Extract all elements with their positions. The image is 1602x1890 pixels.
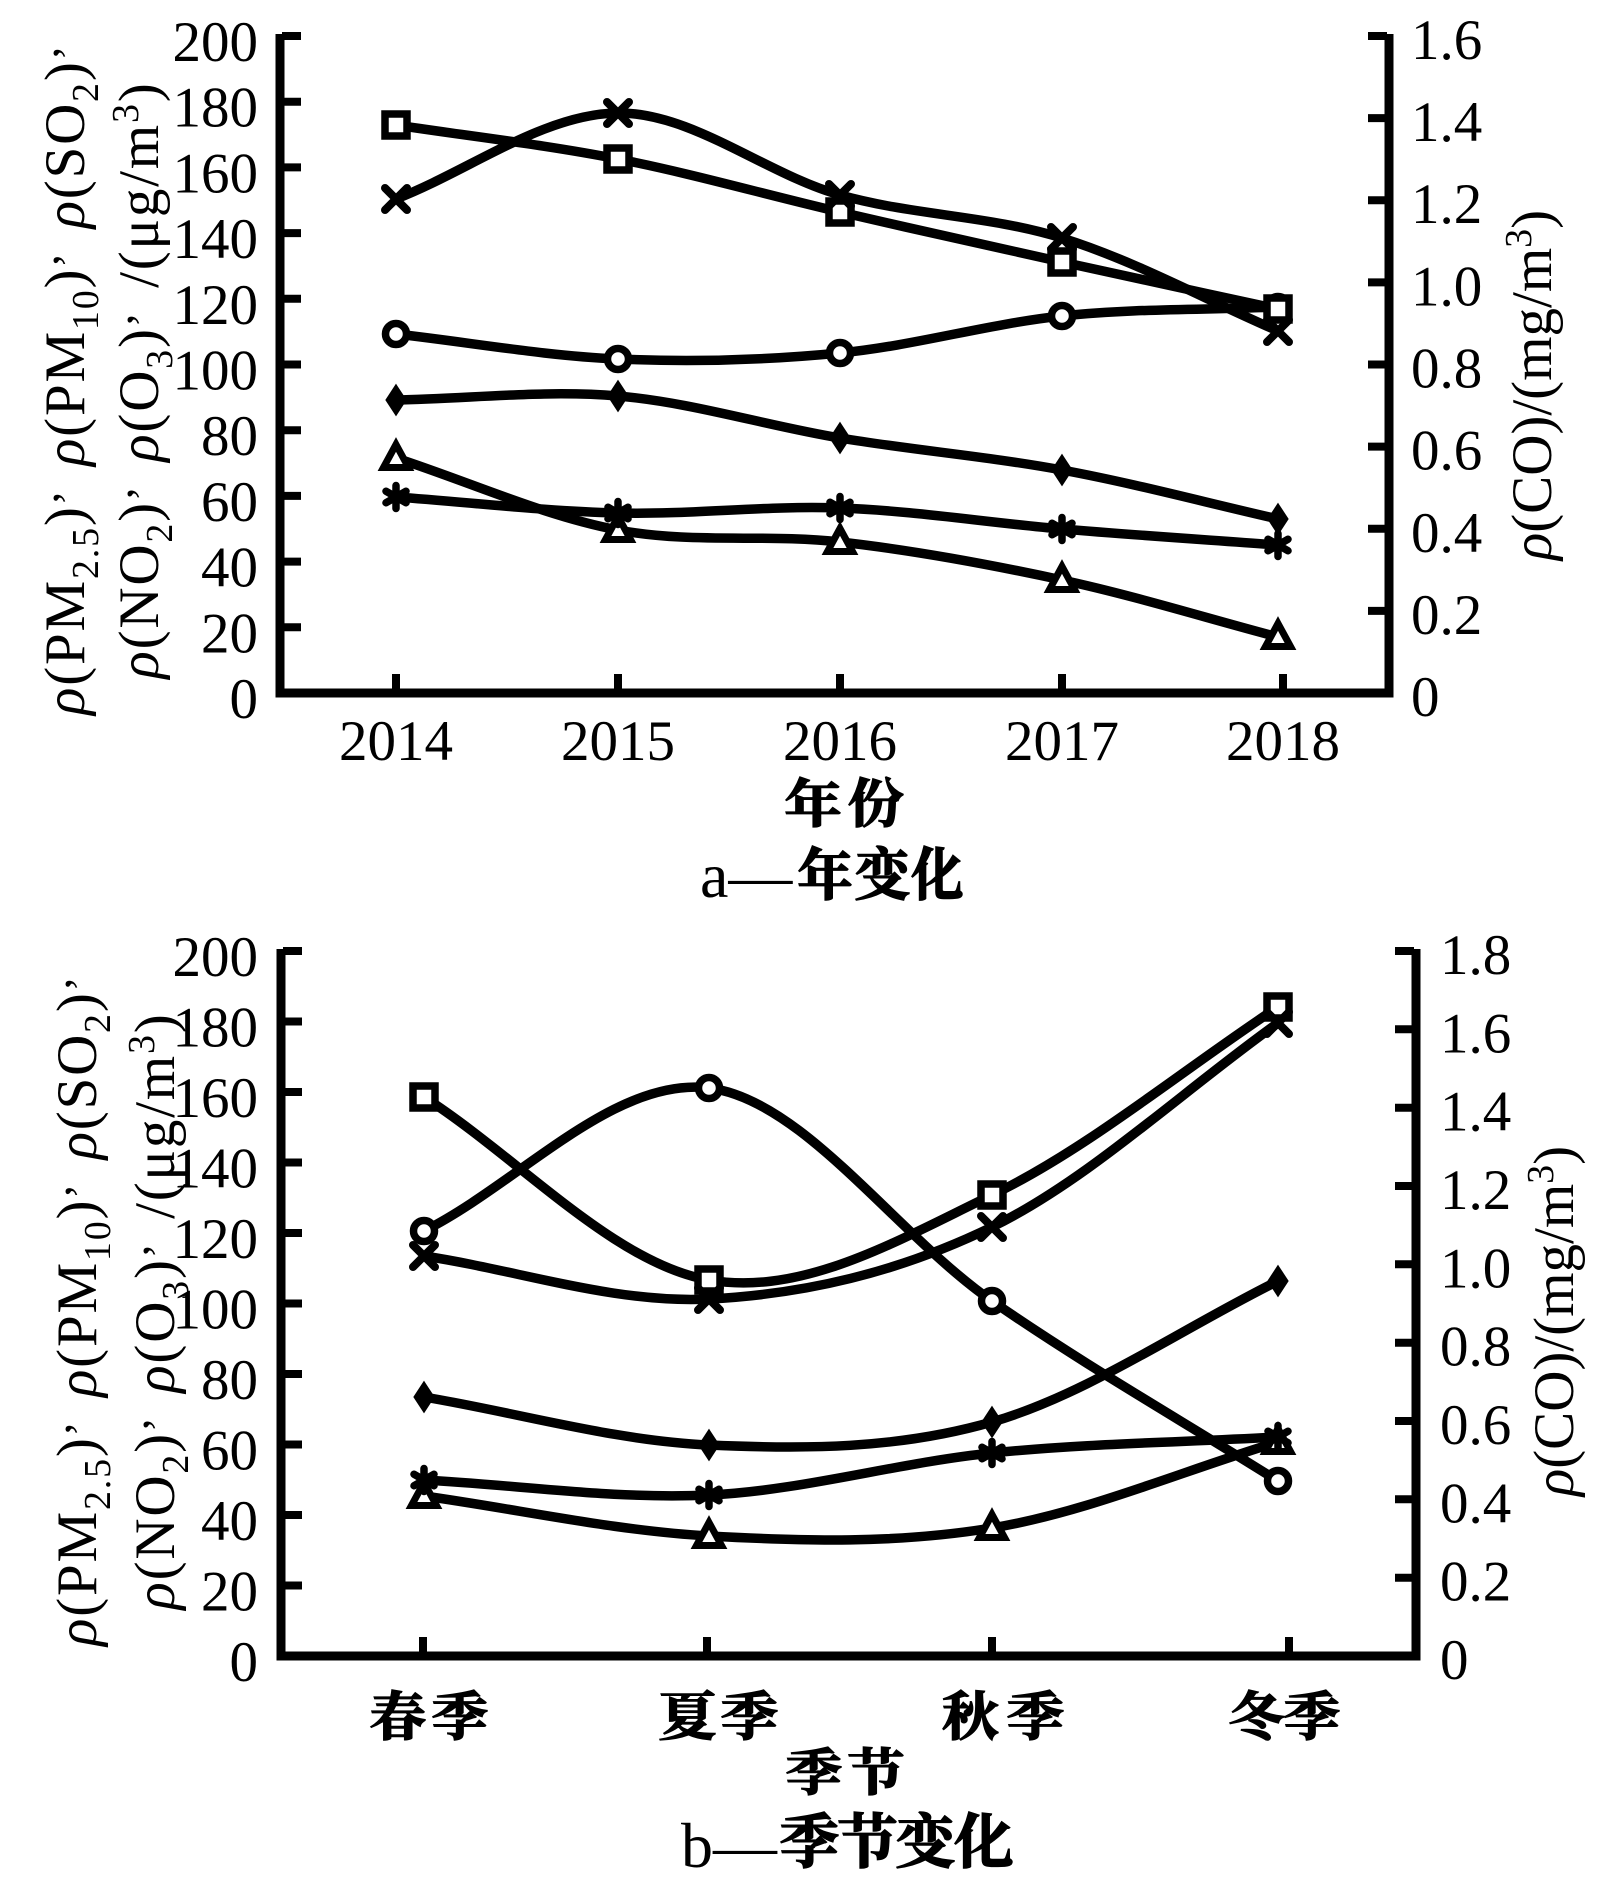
svg-text:0: 0 xyxy=(1411,666,1440,729)
svg-text:0: 0 xyxy=(230,668,259,731)
svg-text:120: 120 xyxy=(173,274,259,337)
svg-text:0.8: 0.8 xyxy=(1440,1316,1511,1379)
svg-text:0.6: 0.6 xyxy=(1440,1394,1511,1457)
svg-text:0.2: 0.2 xyxy=(1440,1551,1511,1614)
svg-text:40: 40 xyxy=(201,1490,258,1553)
svg-text:140: 140 xyxy=(173,208,259,271)
svg-text:1.4: 1.4 xyxy=(1440,1081,1511,1144)
svg-text:0.4: 0.4 xyxy=(1440,1472,1511,1535)
svg-text:0: 0 xyxy=(230,1631,259,1694)
svg-text:1.4: 1.4 xyxy=(1411,91,1482,154)
svg-text:1.2: 1.2 xyxy=(1411,173,1482,236)
svg-text:2015: 2015 xyxy=(561,710,675,773)
svg-text:2017: 2017 xyxy=(1005,710,1119,773)
svg-text:60: 60 xyxy=(201,471,258,534)
svg-text:200: 200 xyxy=(173,11,259,74)
svg-text:1.6: 1.6 xyxy=(1440,1002,1511,1065)
svg-text:20: 20 xyxy=(201,602,258,665)
svg-text:100: 100 xyxy=(173,340,259,403)
svg-text:ρ(PM2.5),ρ(PM10),ρ(SO2),: ρ(PM2.5),ρ(PM10),ρ(SO2), xyxy=(17,45,107,717)
svg-text:ρ(CO)/(mg/m3): ρ(CO)/(mg/m3) xyxy=(1520,1146,1586,1498)
svg-text:0.2: 0.2 xyxy=(1411,584,1482,647)
svg-text:a—: a— xyxy=(700,840,793,911)
svg-text:80: 80 xyxy=(201,1349,258,1412)
svg-text:200: 200 xyxy=(173,926,259,989)
svg-text:180: 180 xyxy=(173,997,259,1060)
svg-text:ρ(NO2),ρ(O3),/(μg/m3): ρ(NO2),ρ(O3),/(μg/m3) xyxy=(107,1012,197,1611)
svg-text:40: 40 xyxy=(201,537,258,600)
svg-text:180: 180 xyxy=(173,77,259,140)
svg-text:ρ(CO)/(mg/m3): ρ(CO)/(mg/m3) xyxy=(1498,210,1564,562)
svg-text:0.4: 0.4 xyxy=(1411,502,1482,565)
svg-text:140: 140 xyxy=(173,1138,259,1201)
svg-text:100: 100 xyxy=(173,1279,259,1342)
svg-text:160: 160 xyxy=(173,142,259,205)
svg-text:0: 0 xyxy=(1440,1629,1469,1692)
svg-text:2018: 2018 xyxy=(1226,710,1340,773)
svg-text:120: 120 xyxy=(173,1208,259,1271)
svg-text:1.8: 1.8 xyxy=(1440,924,1511,987)
svg-text:b—: b— xyxy=(681,1810,778,1881)
svg-text:0.8: 0.8 xyxy=(1411,338,1482,401)
svg-text:20: 20 xyxy=(201,1561,258,1624)
svg-text:60: 60 xyxy=(201,1420,258,1483)
svg-text:2016: 2016 xyxy=(783,710,897,773)
svg-text:ρ(PM2.5),ρ(PM10),ρ(SO2),: ρ(PM2.5),ρ(PM10),ρ(SO2), xyxy=(29,976,119,1648)
svg-text:1.0: 1.0 xyxy=(1411,255,1482,318)
svg-text:1.2: 1.2 xyxy=(1440,1159,1511,1222)
svg-text:1.6: 1.6 xyxy=(1411,9,1482,72)
svg-text:2014: 2014 xyxy=(339,710,453,773)
svg-text:ρ(NO2),ρ(O3),/(μg/m3): ρ(NO2),ρ(O3),/(μg/m3) xyxy=(91,81,181,680)
svg-text:0.6: 0.6 xyxy=(1411,420,1482,483)
svg-text:160: 160 xyxy=(173,1067,259,1130)
svg-text:1.0: 1.0 xyxy=(1440,1237,1511,1300)
svg-text:80: 80 xyxy=(201,405,258,468)
